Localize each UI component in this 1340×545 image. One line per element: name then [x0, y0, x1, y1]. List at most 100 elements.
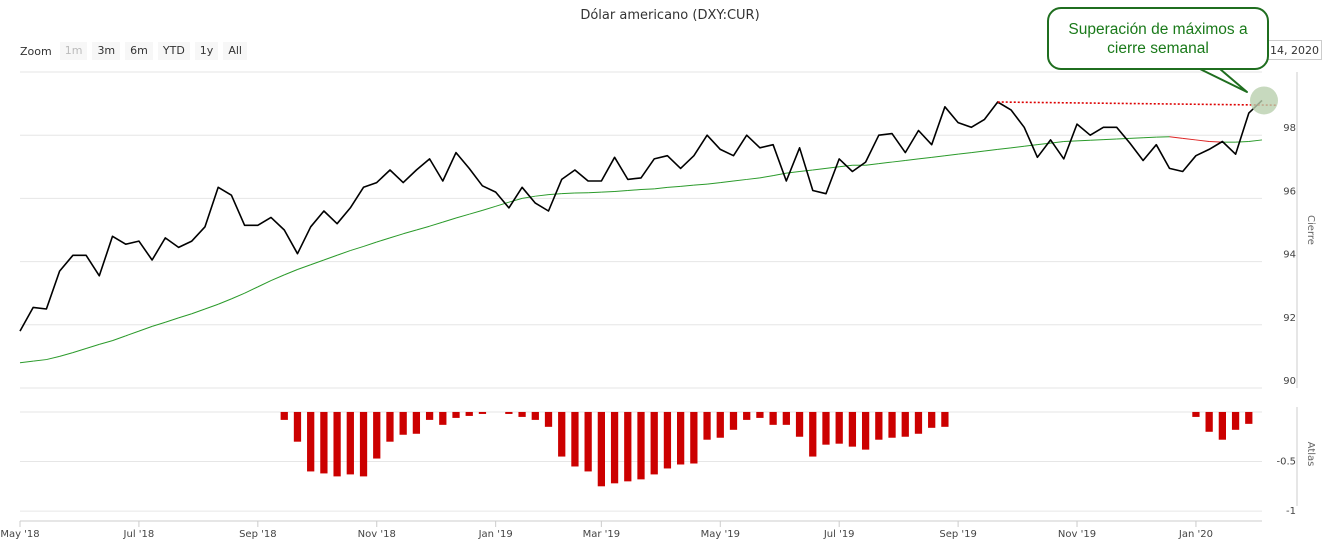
moving-average-segment [759, 175, 774, 179]
moving-average-segment [746, 177, 760, 180]
chart-title: Dólar americano (DXY:CUR) [580, 8, 759, 23]
atlas-bar [597, 411, 605, 487]
atlas-bar [386, 411, 394, 442]
moving-average-segment [1024, 144, 1038, 147]
moving-average-segment [601, 190, 615, 193]
atlas-bar [822, 411, 830, 445]
atlas-bar [346, 411, 354, 475]
atlas-bar [1218, 411, 1226, 440]
moving-average-segment [693, 183, 708, 186]
resistance-line [997, 101, 1278, 106]
moving-average-segment [33, 359, 47, 362]
moving-average-segment [112, 335, 126, 342]
moving-average-segment [667, 185, 681, 188]
zoom-ytd-button[interactable]: YTD [157, 42, 190, 60]
moving-average-segment [99, 340, 113, 345]
moving-average-segment [825, 166, 840, 169]
moving-average-segment [151, 321, 166, 327]
atlas-bar [1192, 411, 1200, 417]
atlas-y-tick-label: -1 [1286, 506, 1296, 517]
moving-average-segment [1143, 136, 1157, 139]
atlas-bar [941, 411, 949, 427]
atlas-bar [835, 411, 843, 444]
atlas-bar [795, 411, 804, 437]
moving-average-segment [812, 167, 827, 171]
x-tick-label: May '19 [701, 529, 740, 540]
atlas-bar [505, 411, 513, 414]
atlas-bar [769, 411, 777, 425]
price-y-axis-title: Cierre [1305, 215, 1316, 245]
zoom-3m-button[interactable]: 3m [92, 42, 121, 60]
zoom-label: Zoom [20, 44, 52, 58]
price-y-tick-label: 98 [1283, 123, 1296, 134]
moving-average-segment [218, 298, 232, 305]
moving-average-segment [1182, 137, 1196, 141]
zoom-1y-button[interactable]: 1y [194, 42, 219, 60]
atlas-bar [465, 411, 473, 416]
atlas-bar [320, 411, 328, 474]
moving-average-segment [1195, 139, 1210, 143]
moving-average-segment [640, 188, 655, 191]
atlas-bar [531, 411, 539, 420]
x-tick-label: May '18 [0, 529, 39, 540]
moving-average-segment [376, 237, 391, 243]
atlas-bar [452, 411, 460, 418]
atlas-bar [716, 411, 724, 438]
x-tick-label: Jan '19 [478, 529, 513, 540]
price-y-tick-label: 92 [1283, 313, 1296, 324]
moving-average-segment [627, 189, 642, 191]
atlas-bar [743, 411, 751, 420]
moving-average-segment [323, 254, 338, 261]
atlas-bar [518, 411, 526, 417]
atlas-bar [782, 411, 790, 425]
date-to-input[interactable]: 14, 2020 [1267, 40, 1322, 60]
x-tick-label: Jul '19 [823, 529, 855, 540]
moving-average-segment [403, 229, 417, 235]
moving-average-segment [535, 194, 549, 197]
moving-average-segment [455, 213, 470, 219]
moving-average-segment [1090, 139, 1104, 141]
moving-average-segment [1116, 137, 1130, 140]
atlas-bar [703, 411, 711, 440]
moving-average-segment [284, 269, 298, 276]
moving-average-segment [1103, 138, 1117, 141]
atlas-bar [584, 411, 592, 472]
atlas-bar [729, 411, 738, 430]
price-y-tick-label: 96 [1283, 186, 1296, 197]
moving-average-segment [191, 308, 206, 315]
moving-average-segment [19, 360, 34, 364]
price-y-tick-label: 90 [1283, 376, 1296, 387]
moving-average-segment [878, 161, 893, 165]
breakout-highlight [1250, 86, 1278, 115]
moving-average-segment [297, 264, 311, 270]
moving-average-segment [786, 171, 800, 174]
moving-average-segment [46, 355, 60, 361]
moving-average-segment [561, 192, 575, 195]
moving-average-segment [244, 286, 259, 294]
moving-average-segment [931, 155, 945, 158]
moving-average-segment [733, 178, 747, 182]
moving-average-segment [1248, 139, 1263, 143]
atlas-bar [1245, 411, 1253, 424]
zoom-6m-button[interactable]: 6m [125, 42, 153, 60]
x-tick-label: Jul '18 [123, 529, 155, 540]
x-tick-label: Jan '20 [1178, 529, 1213, 540]
atlas-bar [809, 411, 817, 457]
moving-average-segment [363, 241, 377, 247]
zoom-all-button[interactable]: All [223, 42, 247, 60]
zoom-1m-button[interactable]: 1m [59, 42, 88, 60]
moving-average-segment [720, 180, 734, 184]
moving-average-segment [416, 225, 430, 231]
atlas-bar [637, 411, 645, 480]
atlas-bar [399, 411, 407, 435]
atlas-bar [307, 411, 315, 472]
moving-average-segment [522, 195, 536, 199]
moving-average-segment [389, 233, 404, 239]
moving-average-segment [958, 152, 972, 155]
moving-average-segment [944, 153, 959, 157]
moving-average-segment [891, 159, 906, 163]
moving-average-segment [971, 150, 985, 154]
moving-average-segment [257, 280, 272, 288]
atlas-bar [558, 411, 566, 457]
atlas-bar [1205, 411, 1213, 432]
